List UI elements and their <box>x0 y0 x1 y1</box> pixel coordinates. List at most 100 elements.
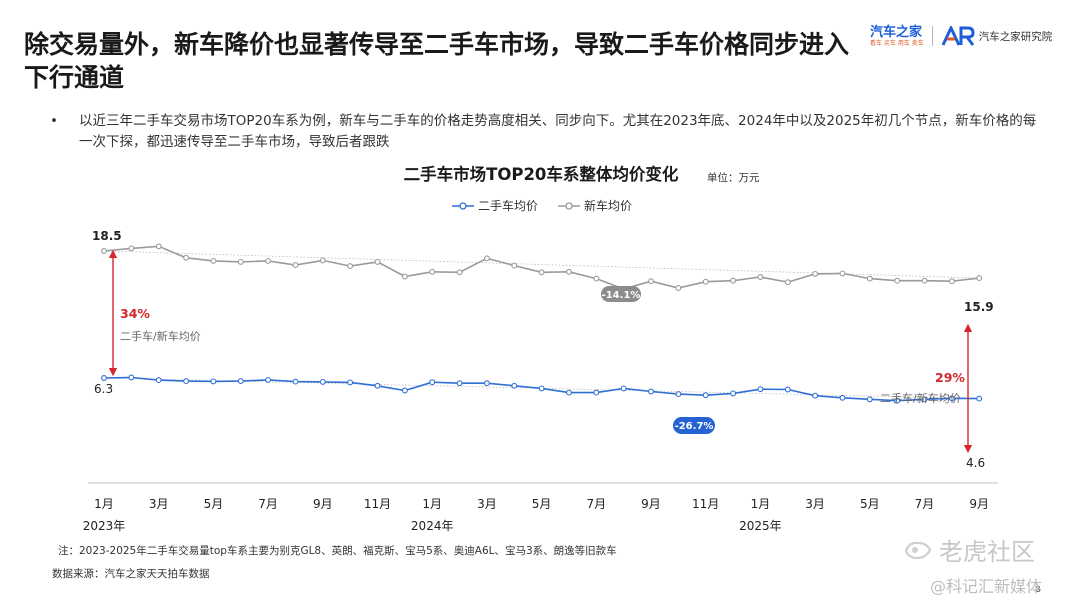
ratio-value-start: 34% <box>120 306 150 321</box>
x-tick-label-0: 1月 <box>94 497 114 511</box>
summary-bullet: • 以近三年二手车交易市场TOP20车系为例，新车与二手车的价格走势高度相关、同… <box>50 111 1044 153</box>
new-car-point-25 <box>784 279 791 286</box>
new-car-point-27 <box>839 270 846 277</box>
autohome-logo: 汽车之家 看车 买车 用车 卖车 <box>870 26 924 47</box>
ratio-label-end: 二手车/新车均价 <box>880 391 961 405</box>
used-car-point-26 <box>812 392 819 399</box>
series-line-new-car <box>103 245 980 290</box>
used-car-point-18 <box>593 389 600 396</box>
trend-badge-used-car <box>673 417 715 434</box>
used-car-point-25 <box>784 386 791 393</box>
used-car-point-22 <box>702 392 709 399</box>
new-car-point-1 <box>128 245 135 252</box>
new-car-point-2 <box>155 243 162 250</box>
x-tick-label-3: 7月 <box>258 497 278 511</box>
page-number: 3 <box>1036 585 1041 594</box>
watermark-logo-icon <box>904 541 932 559</box>
new-car-point-15 <box>511 262 518 269</box>
used-car-point-7 <box>292 378 299 385</box>
x-tick-label-2: 5月 <box>204 497 224 511</box>
legend-label-0: 二手车均价 <box>478 198 538 213</box>
used-car-point-19 <box>620 385 627 392</box>
used-car-point-31 <box>948 395 955 402</box>
new-car-point-21 <box>675 285 682 291</box>
used-car-point-8 <box>319 378 326 385</box>
used-car-point-24 <box>757 386 764 393</box>
x-tick-label-9: 7月 <box>586 497 606 511</box>
point-label-new-end: 15.9 <box>964 300 994 314</box>
used-car-point-2 <box>155 377 162 384</box>
used-car-point-1 <box>128 374 135 381</box>
used-car-point-23 <box>730 390 737 397</box>
used-car-point-29 <box>894 397 901 404</box>
watermark-account: @科记汇新媒体 <box>930 577 1043 596</box>
new-car-point-17 <box>566 268 572 275</box>
x-tick-label-8: 5月 <box>532 497 552 511</box>
new-car-point-3 <box>183 254 190 261</box>
used-car-point-27 <box>839 394 846 401</box>
research-institute-mark-icon <box>941 26 975 46</box>
new-car-point-30 <box>921 277 928 284</box>
used-car-point-6 <box>265 376 272 383</box>
new-car-point-26 <box>812 270 819 277</box>
new-car-point-8 <box>319 257 326 264</box>
legend-marker-0 <box>459 202 467 210</box>
new-car-point-13 <box>456 269 463 276</box>
used-car-point-28 <box>866 396 873 403</box>
autohome-logo-slogan: 看车 买车 用车 卖车 <box>870 39 924 47</box>
watermark-community-text: 老虎社区 <box>939 538 1035 566</box>
new-car-point-4 <box>210 257 217 264</box>
point-label-used-end: 4.6 <box>966 456 985 470</box>
used-car-point-15 <box>511 382 518 389</box>
used-car-point-12 <box>429 379 436 386</box>
used-car-point-30 <box>921 396 928 403</box>
used-car-point-4 <box>210 378 217 385</box>
x-tick-label-15: 7月 <box>915 497 935 511</box>
new-car-point-5 <box>237 258 244 265</box>
watermark-community: 老虎社区 <box>903 532 1035 567</box>
used-car-point-5 <box>237 378 244 385</box>
x-tick-label-10: 9月 <box>641 497 661 511</box>
new-car-point-6 <box>265 257 272 264</box>
ratio-value-end: 29% <box>935 370 965 385</box>
used-car-point-3 <box>183 378 190 385</box>
new-car-point-24 <box>757 274 764 280</box>
new-car-point-10 <box>374 258 381 265</box>
new-car-point-23 <box>730 277 737 284</box>
x-tick-label-4: 9月 <box>313 497 333 511</box>
autohome-logo-name: 汽车之家 <box>870 24 923 40</box>
chart-footnote: 注：2023-2025年二手车交易量top车系主要为别克GL8、英朗、福克斯、宝… <box>58 545 617 557</box>
used-car-point-16 <box>538 385 545 392</box>
used-car-point-21 <box>675 391 682 398</box>
x-tick-label-5: 11月 <box>364 497 391 511</box>
new-car-point-18 <box>593 275 600 282</box>
trend-line-new-car <box>103 250 980 279</box>
new-car-point-28 <box>866 275 873 282</box>
x-tick-label-1: 3月 <box>149 497 169 511</box>
x-year-label-0: 2023年 <box>83 519 126 533</box>
x-tick-label-14: 5月 <box>860 497 880 511</box>
bullet-dot: • <box>50 113 58 129</box>
new-car-point-32 <box>976 275 983 282</box>
new-car-point-22 <box>702 278 709 285</box>
brand-divider <box>931 26 933 46</box>
chart-unit-label: 单位：万元 <box>707 171 760 184</box>
new-car-point-20 <box>648 278 654 285</box>
data-source: 数据来源：汽车之家天天拍车数据 <box>52 568 210 580</box>
summary-text: 以近三年二手车交易市场TOP20车系为例，新车与二手车的价格走势高度相关、同步向… <box>79 113 1037 150</box>
used-car-point-17 <box>566 389 572 396</box>
chart-title: 二手车市场TOP20车系整体均价变化 <box>404 164 679 184</box>
used-car-point-20 <box>648 388 654 395</box>
ratio-label-start: 二手车/新车均价 <box>120 329 201 343</box>
used-car-point-0 <box>101 375 107 381</box>
new-car-point-9 <box>347 263 354 270</box>
x-tick-label-16: 9月 <box>969 497 989 511</box>
x-tick-label-13: 3月 <box>805 497 825 511</box>
x-tick-label-11: 11月 <box>692 497 719 511</box>
new-car-point-11 <box>401 273 408 280</box>
legend-marker-1 <box>565 202 573 210</box>
new-car-point-14 <box>483 255 490 262</box>
new-car-point-31 <box>948 278 955 285</box>
used-car-point-14 <box>483 380 490 387</box>
